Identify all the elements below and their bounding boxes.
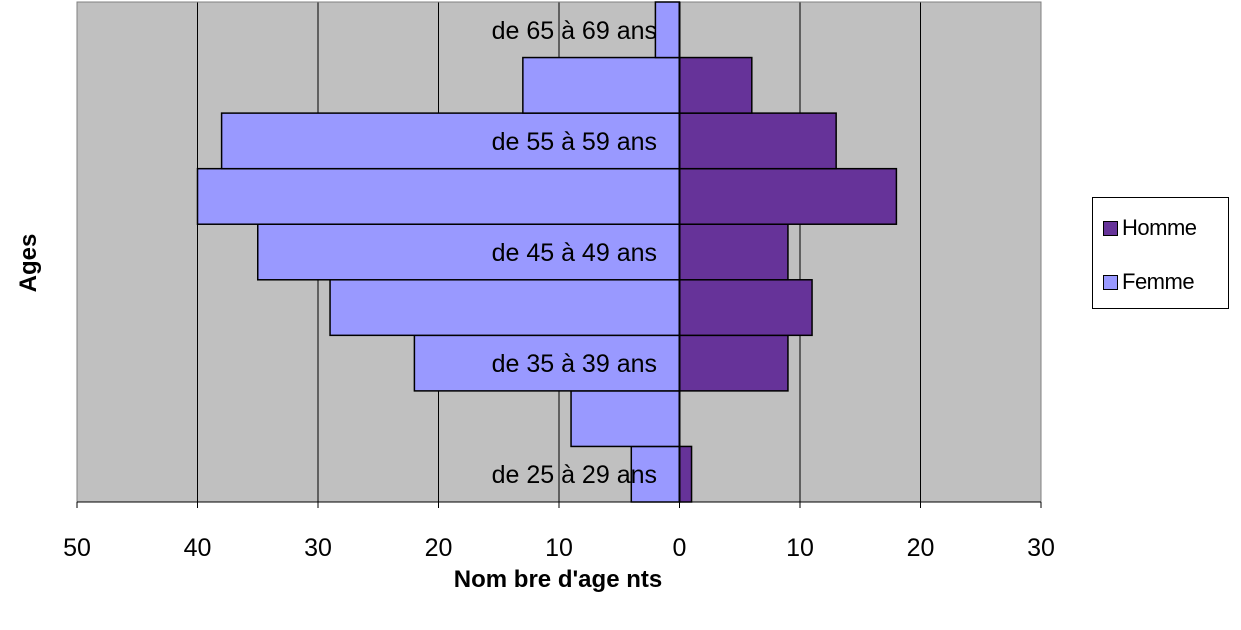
bar-homme <box>678 112 837 170</box>
category-label: de 45 à 49 ans <box>492 239 657 267</box>
legend-item-homme: Homme <box>1103 213 1197 243</box>
category-label: de 35 à 39 ans <box>492 350 657 378</box>
x-axis-title: Nom bre d'age nts <box>454 566 662 593</box>
x-tick-label: 30 <box>304 534 332 562</box>
bar-homme <box>678 56 753 114</box>
y-axis-title: Ages <box>15 234 42 293</box>
legend-item-femme: Femme <box>1103 267 1195 297</box>
x-tick-label: 20 <box>425 534 453 562</box>
category-label: de 25 à 29 ans <box>492 461 657 489</box>
legend-label-femme: Femme <box>1122 269 1195 294</box>
legend-swatch-homme <box>1103 220 1118 236</box>
x-tick-label: 0 <box>673 534 687 562</box>
bar-homme <box>678 223 789 281</box>
x-tick-label: 50 <box>63 534 91 562</box>
bar-femme <box>220 112 681 170</box>
bar-homme <box>678 445 693 503</box>
bar-femme <box>522 56 681 114</box>
legend-label-homme: Homme <box>1122 215 1197 240</box>
bar-homme <box>678 334 789 392</box>
x-tick-label: 10 <box>786 534 814 562</box>
x-tick-label: 30 <box>1027 534 1055 562</box>
legend: Homme Femme <box>1092 197 1229 309</box>
x-tick-label: 20 <box>907 534 935 562</box>
bar-homme <box>678 279 813 337</box>
bar-femme <box>570 390 681 448</box>
x-tick-label: 40 <box>184 534 212 562</box>
x-tick-label: 10 <box>545 534 573 562</box>
category-label: de 65 à 69 ans <box>492 17 657 45</box>
bar-femme <box>329 279 681 337</box>
bar-femme <box>196 167 681 225</box>
bar-femme <box>654 1 681 59</box>
bar-homme <box>678 167 898 225</box>
category-label: de 55 à 59 ans <box>492 128 657 156</box>
legend-swatch-femme <box>1103 274 1118 290</box>
